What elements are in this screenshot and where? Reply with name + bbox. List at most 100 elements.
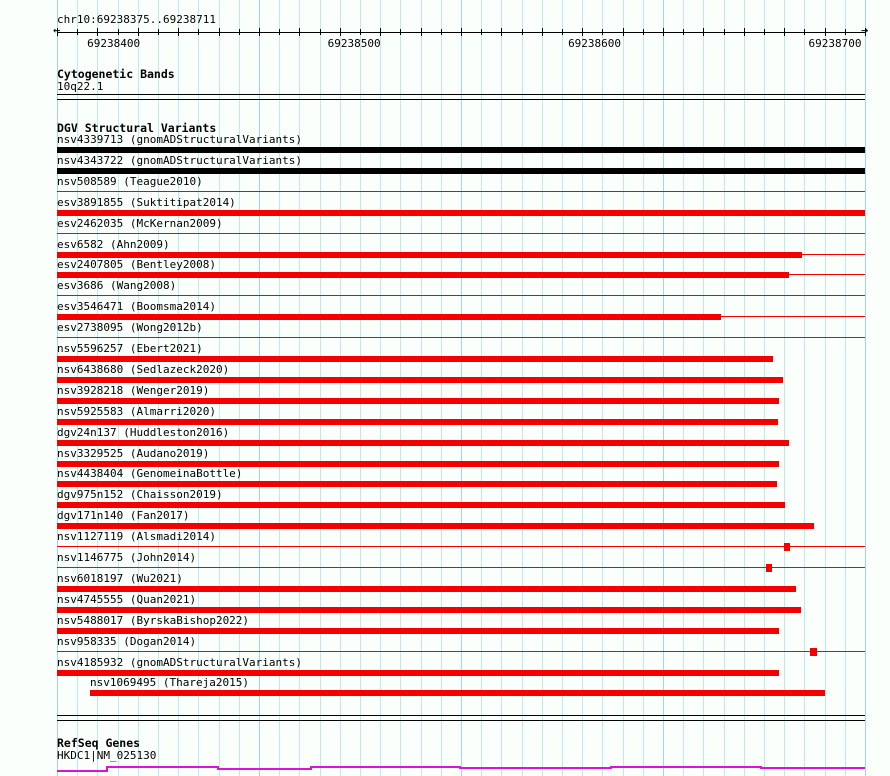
gene-segment[interactable] — [610, 766, 760, 768]
gridline — [118, 0, 119, 776]
cytoband-value: 10q22.1 — [57, 80, 104, 93]
gene-riser — [106, 766, 108, 772]
ruler-tick — [623, 28, 624, 36]
refseq-section-title: RefSeq Genes — [57, 736, 141, 750]
ruler-tick — [279, 29, 280, 35]
ruler-tick — [562, 29, 563, 35]
gridline — [501, 0, 502, 776]
track-label: nsv4343722 (gnomADStructuralVariants) — [57, 154, 303, 167]
gridline — [865, 0, 866, 776]
track-feature-line[interactable] — [57, 233, 865, 234]
track-feature-bar[interactable] — [57, 502, 785, 508]
dgv-rule-bottom — [57, 715, 865, 716]
track-label: nsv1146775 (John2014) — [57, 551, 197, 564]
dgv-rule-bottom2 — [57, 720, 865, 721]
gene-riser — [760, 766, 762, 769]
track-feature-line[interactable] — [57, 295, 865, 296]
track-label: esv6582 (Ahn2009) — [57, 238, 170, 251]
track-feature-bar[interactable] — [57, 314, 721, 320]
ruler-tick — [501, 28, 502, 36]
track-feature-bar[interactable] — [57, 461, 779, 467]
track-feature-bar[interactable] — [90, 690, 825, 696]
track-feature-bar[interactable] — [57, 356, 773, 362]
ruler-tick-label: 69238400 — [87, 37, 141, 50]
track-feature-bar[interactable] — [57, 398, 779, 404]
track-feature-bar[interactable] — [57, 440, 789, 446]
gridline — [602, 0, 603, 776]
track-feature-line — [721, 316, 865, 317]
gene-segment[interactable] — [217, 768, 310, 770]
ruler-tick — [663, 28, 664, 36]
track-label: esv2407805 (Bentley2008) — [57, 258, 216, 271]
track-label: esv2738095 (Wong2012b) — [57, 321, 203, 334]
track-feature-line[interactable] — [57, 337, 865, 338]
track-feature-bar[interactable] — [57, 523, 814, 529]
track-feature-bar[interactable] — [57, 586, 796, 592]
ruler-tick — [360, 29, 361, 35]
cytoband-rule-bottom — [57, 99, 865, 100]
track-feature-bar[interactable] — [57, 252, 802, 258]
track-feature-bar[interactable] — [57, 670, 779, 676]
gene-segment[interactable] — [310, 766, 459, 768]
track-feature-bar[interactable] — [810, 648, 817, 656]
track-feature-bar[interactable] — [57, 147, 865, 153]
track-feature-bar[interactable] — [57, 419, 778, 425]
track-feature-bar[interactable] — [57, 628, 779, 634]
track-label: nsv508589 (Teague2010) — [57, 175, 203, 188]
ruler-tick — [138, 28, 139, 36]
track-feature-bar[interactable] — [57, 272, 789, 278]
ruler-tick — [158, 29, 159, 35]
gridline — [259, 0, 260, 776]
gridline — [239, 0, 240, 776]
track-label: esv3891855 (Suktitipat2014) — [57, 196, 236, 209]
gridline — [683, 0, 684, 776]
ruler-tick — [421, 28, 422, 36]
gridline — [178, 0, 179, 776]
ruler-tick-label: 69238500 — [327, 37, 381, 50]
track-label: nsv3329525 (Audano2019) — [57, 447, 210, 460]
ruler-tick — [461, 28, 462, 36]
gridline — [562, 0, 563, 776]
track-label: nsv1069495 (Thareja2015) — [90, 676, 249, 689]
track-feature-line[interactable] — [57, 191, 865, 192]
track-feature-bar[interactable] — [57, 168, 865, 174]
track-label: esv2462035 (McKernan2009) — [57, 217, 223, 230]
track-feature-bar[interactable] — [57, 377, 783, 383]
track-feature-bar[interactable] — [766, 564, 772, 572]
gridline — [804, 0, 805, 776]
track-feature-bar[interactable] — [57, 210, 865, 216]
gene-segment[interactable] — [760, 767, 865, 769]
refseq-gene-label: HKDC1|NM_025130 — [57, 749, 157, 762]
track-feature-line — [802, 254, 865, 255]
track-feature-line — [57, 546, 865, 547]
ruler-tick — [582, 28, 583, 36]
track-feature-bar[interactable] — [784, 543, 790, 551]
track-label: dgv24n137 (Huddleston2016) — [57, 426, 230, 439]
gene-segment[interactable] — [57, 770, 106, 772]
gene-riser — [459, 766, 461, 769]
gene-segment[interactable] — [459, 767, 610, 769]
ruler-tick — [320, 29, 321, 35]
ruler-tick — [643, 29, 644, 35]
track-feature-bar[interactable] — [57, 481, 777, 487]
gene-riser — [217, 766, 219, 770]
track-feature-bar[interactable] — [57, 607, 801, 613]
ruler-tick-label: 69238700 — [808, 37, 862, 50]
gridline — [360, 0, 361, 776]
ruler-tick — [340, 28, 341, 36]
track-label: nsv5925583 (Almarri2020) — [57, 405, 216, 418]
gridline — [380, 0, 381, 776]
ruler-tick — [97, 28, 98, 36]
gridline — [663, 0, 664, 776]
gridline — [724, 0, 725, 776]
gridline — [441, 0, 442, 776]
gridline — [582, 0, 583, 776]
gridline — [643, 0, 644, 776]
ruler-tick — [744, 28, 745, 36]
ruler-tick — [400, 29, 401, 35]
gene-segment[interactable] — [106, 766, 217, 768]
ruler-tick — [522, 29, 523, 35]
ruler-tick — [259, 28, 260, 36]
ruler-tick — [602, 29, 603, 35]
